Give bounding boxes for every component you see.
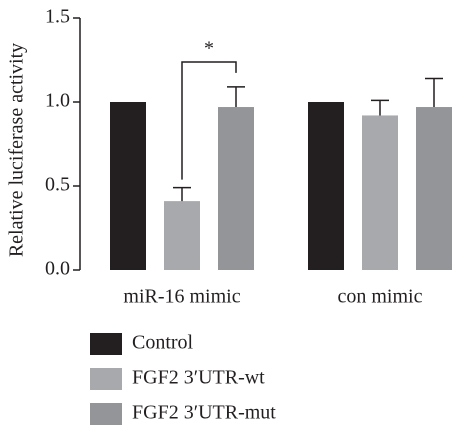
y-tick-label: 0.0 bbox=[45, 258, 70, 280]
bar bbox=[416, 107, 452, 270]
legend-label: FGF2 3′UTR-wt bbox=[132, 367, 265, 389]
bar bbox=[362, 115, 398, 270]
error-bar bbox=[425, 77, 443, 108]
y-axis-label: Relative luciferase activity bbox=[6, 43, 28, 257]
legend-swatch bbox=[90, 333, 122, 355]
x-tick-label: miR-16 mimic bbox=[123, 286, 240, 308]
legend-swatch bbox=[90, 368, 122, 390]
error-bar bbox=[227, 86, 245, 108]
bar bbox=[164, 201, 200, 270]
legend-label: Control bbox=[132, 332, 194, 354]
bar bbox=[110, 102, 146, 270]
legend-label: FGF2 3′UTR-mut bbox=[132, 402, 276, 424]
y-tick-label: 1.5 bbox=[45, 6, 70, 28]
y-tick-label: 0.5 bbox=[45, 174, 70, 196]
legend-swatch bbox=[90, 403, 122, 425]
x-tick-label: con mimic bbox=[338, 286, 423, 308]
bar bbox=[308, 102, 344, 270]
error-bar bbox=[173, 186, 191, 202]
error-bar bbox=[371, 99, 389, 116]
significance-bracket bbox=[181, 61, 237, 180]
bar bbox=[218, 107, 254, 270]
annotation: * bbox=[204, 38, 214, 60]
y-tick-label: 1.0 bbox=[45, 90, 70, 112]
